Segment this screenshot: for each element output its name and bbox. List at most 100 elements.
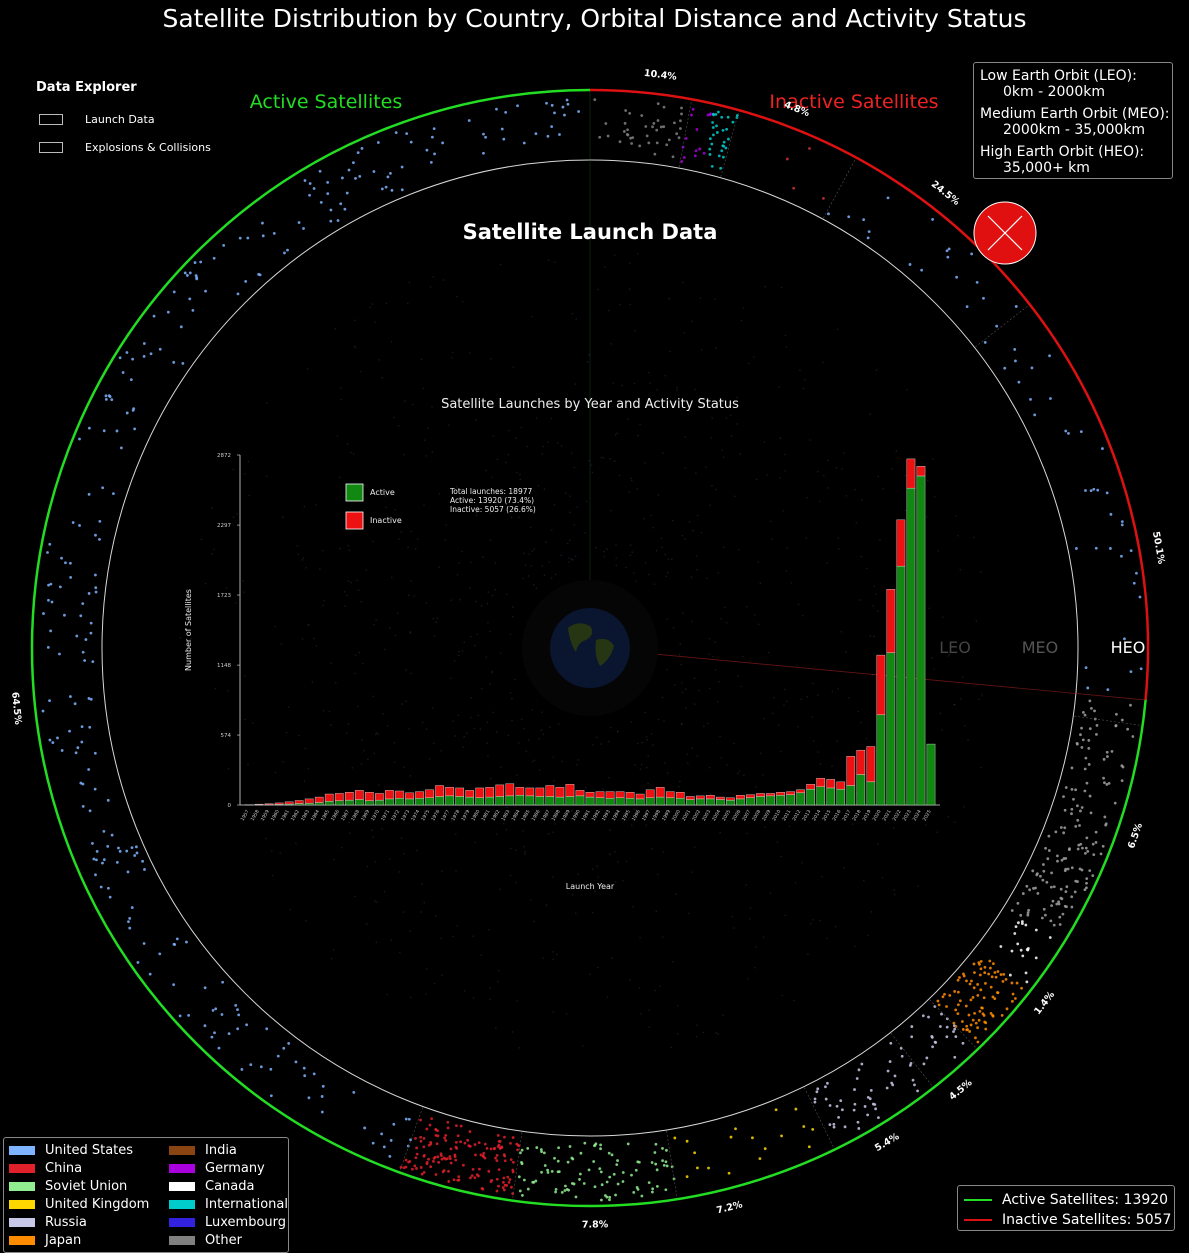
country-swatch <box>169 1163 195 1173</box>
x-ticks: 1957 1958 1959 1960 1961 1962 1963 1964 1965 1966… <box>240 809 933 822</box>
bar-active <box>515 795 525 806</box>
bar-inactive <box>445 787 454 797</box>
radial-divider <box>589 647 1147 701</box>
x-tick-label: 2023 <box>902 809 913 822</box>
bar-inactive <box>776 792 785 796</box>
bar-active <box>485 796 495 806</box>
bar-active <box>304 802 314 806</box>
bar-inactive <box>756 793 765 797</box>
bar-inactive <box>876 654 886 716</box>
page-title: Satellite Distribution by Country, Orbit… <box>162 4 1027 33</box>
bar-inactive <box>736 795 745 800</box>
country-swatch <box>169 1217 195 1227</box>
country-swatch <box>9 1163 35 1173</box>
bar-active <box>796 792 805 806</box>
bar-inactive <box>615 791 625 798</box>
country-swatch <box>9 1199 35 1209</box>
country-label: Soviet Union <box>45 1178 128 1194</box>
bar-inactive <box>816 777 825 787</box>
annotation-active: Active: 13920 (73.4%) <box>450 496 534 505</box>
annotation-inactive: Inactive: 5057 (26.6%) <box>450 505 536 514</box>
orbit-range-meo: 2000km - 35,000km <box>1003 122 1146 138</box>
orbit-name-leo: Low Earth Orbit (LEO): <box>980 68 1137 84</box>
bar-inactive <box>465 790 474 798</box>
x-tick-label: 1958 <box>250 809 261 822</box>
legend-label-active: Active <box>370 488 395 497</box>
bar-inactive <box>274 802 284 805</box>
bar-active <box>876 714 886 806</box>
country-label: Japan <box>45 1232 82 1248</box>
bar-inactive <box>635 793 645 800</box>
bar-active <box>856 774 866 806</box>
x-tick-label: 1971 <box>380 809 391 822</box>
bar-inactive <box>665 791 675 798</box>
earth-icon <box>522 580 658 716</box>
x-tick-label: 2009 <box>761 809 772 822</box>
bar-inactive <box>545 785 555 797</box>
inactive-arc <box>589 88 1150 700</box>
x-tick-label: 1976 <box>430 809 441 822</box>
bar-inactive <box>746 794 755 798</box>
bar-inactive <box>304 798 314 804</box>
x-tick-label: 1981 <box>480 809 491 822</box>
bars <box>244 458 936 806</box>
country-legend-item: United States <box>9 1141 169 1159</box>
bar-inactive <box>716 796 725 800</box>
x-tick-label: 2014 <box>811 809 822 822</box>
x-tick-label: 2010 <box>771 809 782 822</box>
x-tick-label: 1998 <box>651 809 662 822</box>
country-legend-item: China <box>9 1159 169 1177</box>
x-tick-label: 1985 <box>521 809 532 822</box>
collision-close-icon[interactable] <box>973 201 1037 265</box>
inactive-count-label: Inactive Satellites: 5057 <box>1002 1212 1172 1228</box>
bar-active <box>846 785 856 806</box>
country-label: United States <box>45 1142 134 1158</box>
country-swatch <box>9 1181 35 1191</box>
percent-label: 7.8% <box>582 1219 609 1230</box>
bar-active <box>886 652 896 806</box>
country-label: Russia <box>45 1214 87 1230</box>
launch-data-toggle[interactable]: Launch Data <box>36 105 211 133</box>
bar-active <box>344 799 354 806</box>
bar-active <box>806 788 815 806</box>
x-tick-label: 1989 <box>561 809 572 822</box>
bar-inactive <box>525 787 535 797</box>
x-tick-label: 2015 <box>821 809 832 822</box>
percent-label: 10.4% <box>643 68 678 83</box>
bar-active <box>906 487 916 806</box>
bar-inactive <box>515 787 525 796</box>
y-tick-label: 1148 <box>217 663 231 669</box>
bar-active <box>395 798 404 806</box>
country-label: China <box>45 1160 83 1176</box>
country-label: India <box>205 1142 237 1158</box>
sector-dividers <box>399 100 1142 1200</box>
active-satellites-label: Active Satellites <box>250 91 403 113</box>
explosions-collisions-toggle[interactable]: Explosions & Collisions <box>36 133 211 161</box>
country-swatch <box>169 1199 195 1209</box>
bar-active <box>585 796 595 806</box>
data-explorer-panel: Data Explorer Launch Data Explosions & C… <box>36 80 211 161</box>
country-swatch <box>9 1217 35 1227</box>
bar-inactive <box>726 797 735 801</box>
bar-active <box>716 799 725 806</box>
explosions-collisions-checkbox[interactable] <box>39 141 63 153</box>
annotation-total: Total launches: 18977 <box>449 487 532 496</box>
country-label: United Kingdom <box>45 1196 150 1212</box>
bar-inactive <box>385 790 394 800</box>
x-tick-label: 2022 <box>892 809 903 822</box>
bar-inactive <box>846 756 856 786</box>
bar-active <box>605 798 615 806</box>
x-tick-label: 1979 <box>460 809 471 822</box>
orbit-range-leo: 0km - 2000km <box>1003 84 1105 100</box>
launch-data-checkbox[interactable] <box>39 113 63 125</box>
bar-inactive <box>655 787 665 798</box>
country-legend-item: Other <box>169 1231 289 1249</box>
bar-active <box>706 798 715 806</box>
bar-active <box>475 797 484 806</box>
bar-active <box>324 801 334 806</box>
x-tick-label: 1957 <box>240 809 251 822</box>
bar-inactive <box>314 796 324 803</box>
bar-active <box>665 797 675 806</box>
x-tick-label: 1977 <box>440 809 451 822</box>
country-label: Luxembourg <box>205 1214 287 1230</box>
